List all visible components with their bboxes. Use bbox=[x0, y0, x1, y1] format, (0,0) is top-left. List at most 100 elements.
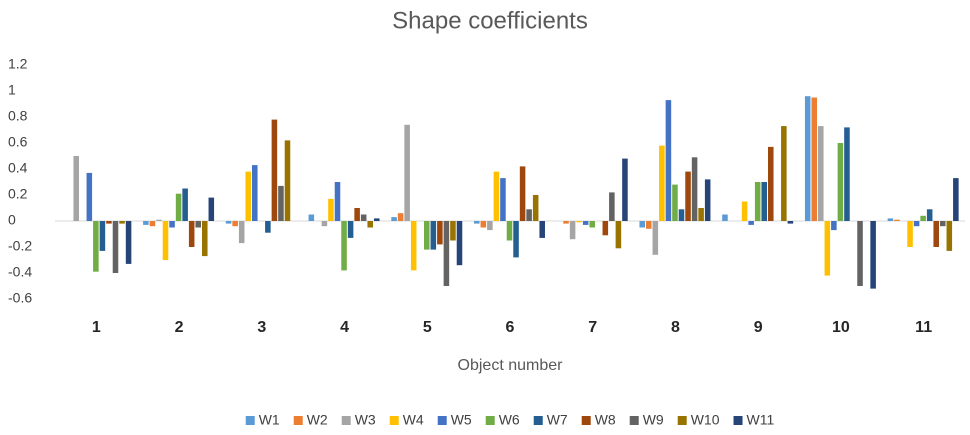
bar bbox=[99, 221, 106, 251]
legend-label: W11 bbox=[747, 412, 775, 428]
bar bbox=[672, 184, 678, 221]
bar bbox=[781, 126, 787, 221]
bar bbox=[622, 158, 628, 221]
bar bbox=[208, 197, 215, 221]
legend-label: W8 bbox=[595, 412, 616, 428]
bar bbox=[119, 221, 125, 224]
bar bbox=[404, 124, 410, 221]
bar bbox=[933, 221, 939, 247]
x-tick-label: 1 bbox=[92, 319, 101, 336]
bar bbox=[894, 219, 900, 221]
bar bbox=[474, 221, 480, 224]
legend-swatch bbox=[245, 416, 255, 425]
legend-swatch bbox=[437, 416, 447, 425]
bar bbox=[844, 127, 850, 221]
bar bbox=[143, 221, 149, 225]
bar bbox=[225, 221, 232, 224]
x-tick-label: 10 bbox=[832, 319, 850, 336]
bar bbox=[437, 221, 443, 245]
y-tick-label: -0.4 bbox=[8, 264, 32, 280]
bar bbox=[787, 221, 794, 224]
bar bbox=[188, 221, 195, 247]
legend-label: W5 bbox=[451, 412, 472, 428]
legend-label: W7 bbox=[547, 412, 568, 428]
bar bbox=[321, 221, 328, 227]
bar bbox=[831, 221, 837, 231]
x-tick-label: 7 bbox=[588, 319, 597, 336]
bar bbox=[818, 126, 824, 221]
bar bbox=[532, 195, 539, 221]
y-tick-label: 1 bbox=[8, 82, 16, 98]
bar bbox=[691, 157, 698, 221]
y-tick-label: 1.2 bbox=[8, 56, 28, 72]
x-tick-label: 3 bbox=[257, 319, 266, 336]
bar bbox=[589, 221, 595, 228]
bar bbox=[754, 182, 761, 221]
legend-swatch bbox=[389, 416, 399, 425]
legend-label: W6 bbox=[499, 412, 520, 428]
y-tick-label: -0.2 bbox=[8, 238, 32, 254]
y-tick-label: 0.4 bbox=[8, 160, 28, 176]
x-axis-title: Object number bbox=[458, 357, 564, 374]
x-tick-label: 5 bbox=[423, 319, 432, 336]
bar bbox=[450, 221, 456, 241]
bar bbox=[271, 119, 278, 221]
bar bbox=[284, 140, 291, 221]
x-tick-label: 6 bbox=[506, 319, 515, 336]
bar bbox=[175, 193, 182, 221]
legend-label: W4 bbox=[403, 412, 424, 428]
bar bbox=[162, 221, 169, 260]
bar bbox=[665, 100, 672, 221]
bar bbox=[824, 221, 831, 276]
bar bbox=[265, 221, 271, 233]
bar bbox=[646, 221, 652, 229]
bar bbox=[456, 221, 463, 266]
bar bbox=[870, 221, 876, 289]
bar bbox=[367, 221, 373, 228]
bar bbox=[741, 201, 748, 221]
x-tick-label: 2 bbox=[175, 319, 184, 336]
bar bbox=[698, 208, 704, 221]
chart-title: Shape coefficients bbox=[392, 7, 588, 34]
bar bbox=[480, 221, 487, 228]
legend-swatch bbox=[581, 416, 591, 425]
bar bbox=[328, 198, 334, 221]
bar bbox=[430, 221, 437, 250]
bar bbox=[539, 221, 545, 238]
bar bbox=[563, 221, 569, 224]
bar bbox=[149, 221, 156, 227]
x-tick-label: 4 bbox=[340, 319, 349, 336]
bar bbox=[238, 221, 245, 244]
y-tick-label: 0.2 bbox=[8, 186, 28, 202]
bar bbox=[926, 209, 933, 221]
bar bbox=[722, 214, 728, 221]
bar bbox=[519, 166, 526, 221]
bar bbox=[373, 218, 380, 221]
bar bbox=[907, 221, 913, 247]
bar bbox=[804, 96, 811, 221]
bar bbox=[639, 221, 646, 228]
bar bbox=[156, 219, 162, 221]
y-tick-label: -0.6 bbox=[8, 290, 32, 306]
bar bbox=[424, 221, 430, 250]
y-tick-label: 0.6 bbox=[8, 134, 28, 150]
legend-label: W9 bbox=[643, 412, 664, 428]
bar bbox=[513, 221, 519, 258]
y-tick-label: 0 bbox=[8, 212, 16, 228]
bar bbox=[73, 156, 80, 221]
bar bbox=[195, 221, 201, 228]
bar bbox=[767, 146, 774, 221]
bar bbox=[397, 213, 404, 221]
y-tick-label: 0.8 bbox=[8, 108, 28, 124]
legend-swatch bbox=[533, 416, 543, 425]
bar bbox=[443, 221, 450, 286]
bar bbox=[857, 221, 863, 286]
bar bbox=[652, 221, 659, 255]
bar bbox=[278, 185, 284, 221]
bar bbox=[169, 221, 175, 228]
legend-swatch bbox=[629, 416, 639, 425]
bar bbox=[939, 221, 946, 227]
bar bbox=[953, 178, 959, 221]
bar bbox=[487, 221, 493, 231]
legend-label: W10 bbox=[691, 412, 720, 428]
